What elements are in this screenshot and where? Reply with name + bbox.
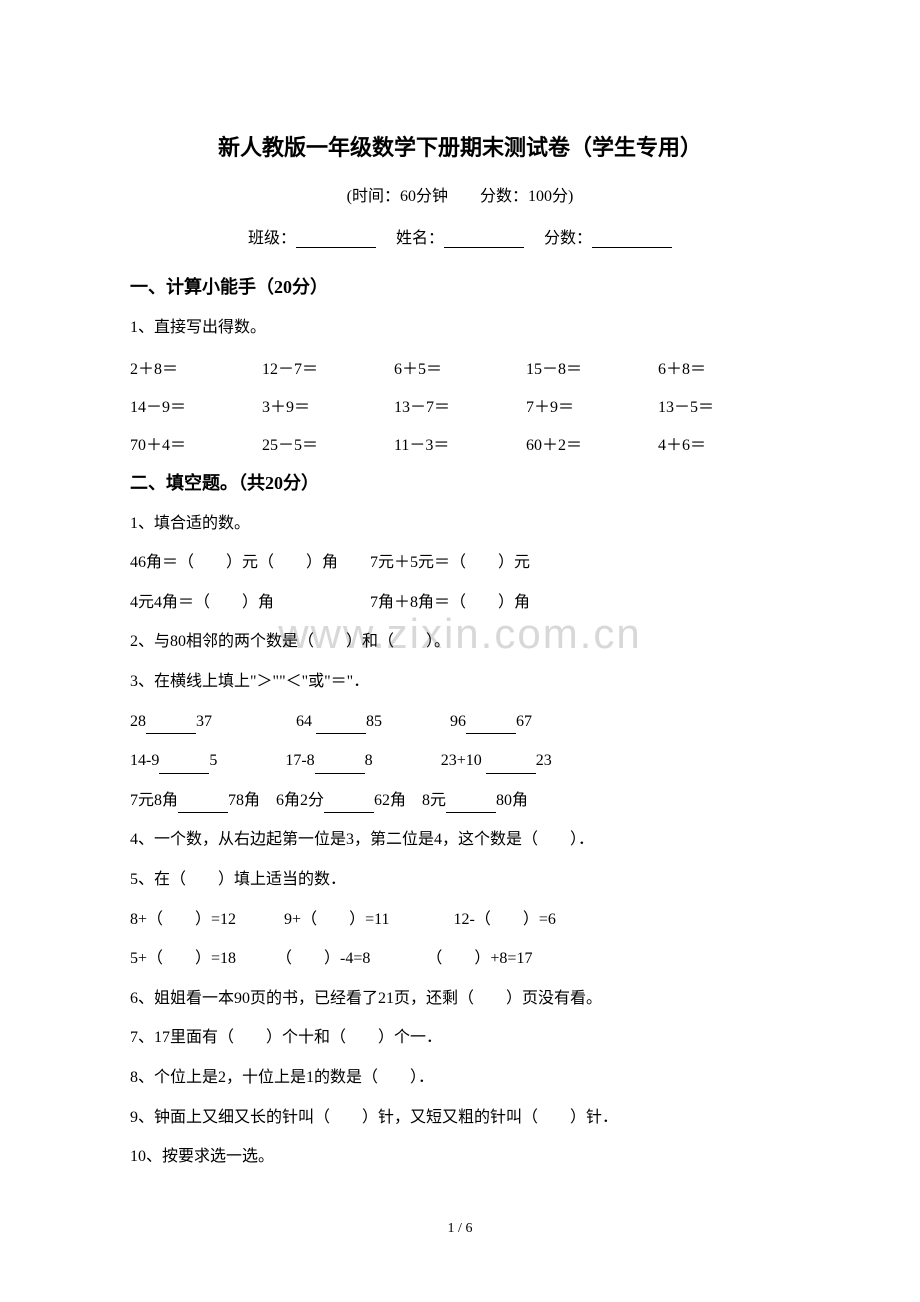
- s2-q7: 7、17里面有（ ）个十和（ ）个一．: [130, 1025, 790, 1051]
- q1-label: 1、直接写出得数。: [130, 315, 790, 341]
- page-title: 新人教版一年级数学下册期末测试卷（学生专用）: [130, 130, 790, 162]
- calc-item: 25－5＝: [262, 431, 394, 455]
- q3-val: 17-8: [285, 752, 314, 769]
- class-label: 班级：: [248, 230, 296, 247]
- s2-q3-label: 3、在横线上填上"＞""＜"或"＝"．: [130, 669, 790, 695]
- blank: [159, 760, 209, 774]
- q3-val: 8: [365, 752, 373, 769]
- s2-q3-line2: 14-9 5 17-8 8 23+10 23: [130, 748, 790, 774]
- s2-q5-line2: 5+（ ）=18 （ ）-4=8 （ ）+8=17: [130, 946, 790, 972]
- q3-val: 67: [516, 713, 532, 730]
- s2-q8: 8、个位上是2，十位上是1的数是（ ）．: [130, 1065, 790, 1091]
- q3-val: 28: [130, 713, 146, 730]
- s2-q4: 4、一个数，从右边起第一位是3，第二位是4，这个数是（ ）．: [130, 827, 790, 853]
- blank: [146, 720, 196, 734]
- q3-val: 96: [450, 713, 466, 730]
- page-subtitle: (时间：60分钟 分数：100分): [130, 182, 790, 206]
- calc-item: 11－3＝: [394, 431, 526, 455]
- q3-val: 64: [296, 713, 312, 730]
- q3-val: 62角 8元: [374, 792, 446, 809]
- s2-q10: 10、按要求选一选。: [130, 1144, 790, 1170]
- blank: [324, 799, 374, 813]
- q3-val: 37: [196, 713, 212, 730]
- score-label: 分数：: [544, 230, 592, 247]
- q3-val: 23: [536, 752, 552, 769]
- blank: [178, 799, 228, 813]
- calc-row-3: 70＋4＝ 25－5＝ 11－3＝ 60＋2＝ 4＋6＝: [130, 431, 790, 455]
- info-line: 班级： 姓名： 分数：: [130, 224, 790, 248]
- calc-item: 13－5＝: [658, 393, 790, 417]
- s2-q2: 2、与80相邻的两个数是（ ）和（ ）。: [130, 629, 790, 655]
- blank: [486, 760, 536, 774]
- calc-item: 4＋6＝: [658, 431, 790, 455]
- name-blank: [444, 232, 524, 248]
- page-number: 1 / 6: [448, 1221, 473, 1237]
- q3-val: 23+10: [441, 752, 482, 769]
- calc-item: 3＋9＝: [262, 393, 394, 417]
- calc-row-2: 14－9＝ 3＋9＝ 13－7＝ 7＋9＝ 13－5＝: [130, 393, 790, 417]
- s2-q5-label: 5、在（ ）填上适当的数．: [130, 867, 790, 893]
- calc-item: 15－8＝: [526, 355, 658, 379]
- q3-val: 85: [366, 713, 382, 730]
- calc-item: 12－7＝: [262, 355, 394, 379]
- calc-item: 13－7＝: [394, 393, 526, 417]
- blank: [466, 720, 516, 734]
- s2-q3-line3: 7元8角 78角 6角2分 62角 8元 80角: [130, 788, 790, 814]
- blank: [315, 760, 365, 774]
- s2-q1-line2: 4元4角＝（ ）角 7角＋8角＝（ ）角: [130, 590, 790, 616]
- section1-header: 一、计算小能手（20分）: [130, 273, 790, 299]
- score-blank: [592, 232, 672, 248]
- q3-val: 5: [209, 752, 217, 769]
- calc-item: 70＋4＝: [130, 431, 262, 455]
- calc-row-1: 2＋8＝ 12－7＝ 6＋5＝ 15－8＝ 6＋8＝: [130, 355, 790, 379]
- q3-val: 14-9: [130, 752, 159, 769]
- q3-val: 80角: [496, 792, 528, 809]
- calc-item: 14－9＝: [130, 393, 262, 417]
- s2-q1-label: 1、填合适的数。: [130, 511, 790, 537]
- section2-header: 二、填空题。（共20分）: [130, 469, 790, 495]
- name-label: 姓名：: [396, 230, 444, 247]
- calc-item: 60＋2＝: [526, 431, 658, 455]
- calc-item: 7＋9＝: [526, 393, 658, 417]
- calc-item: 6＋8＝: [658, 355, 790, 379]
- s2-q6: 6、姐姐看一本90页的书，已经看了21页，还剩（ ）页没有看。: [130, 986, 790, 1012]
- blank: [316, 720, 366, 734]
- s2-q1-line1: 46角＝（ ）元（ ）角 7元＋5元＝（ ）元: [130, 550, 790, 576]
- q3-val: 78角 6角2分: [228, 792, 324, 809]
- blank: [446, 799, 496, 813]
- s2-q9: 9、钟面上又细又长的针叫（ ）针，又短又粗的针叫（ ）针．: [130, 1105, 790, 1131]
- s2-q5-line1: 8+（ ）=12 9+（ ）=11 12-（ ）=6: [130, 907, 790, 933]
- calc-item: 6＋5＝: [394, 355, 526, 379]
- calc-item: 2＋8＝: [130, 355, 262, 379]
- q3-val: 7元8角: [130, 792, 178, 809]
- class-blank: [296, 232, 376, 248]
- s2-q3-line1: 28 37 64 85 96 67: [130, 709, 790, 735]
